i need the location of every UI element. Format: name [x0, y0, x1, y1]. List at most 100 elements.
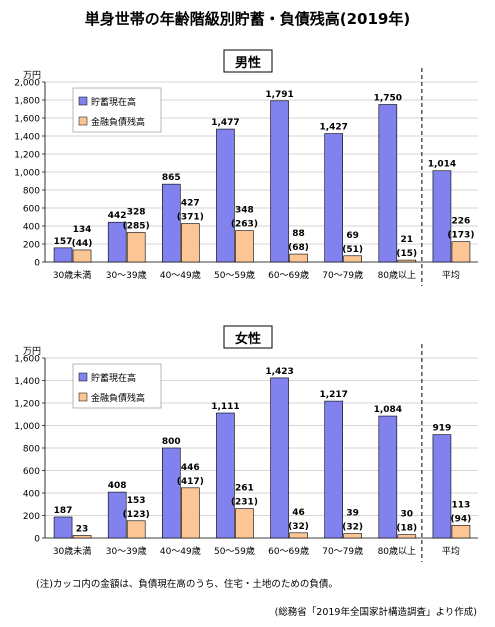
male-label-debt-housing: (68): [288, 243, 309, 253]
female-label-savings: 1,217: [319, 390, 347, 400]
male-label-savings: 1,427: [319, 123, 347, 133]
male-chart: 男性 万円 0 200 400 600 800 1,000 1,200 1,400 1,600 1,8…: [0, 44, 495, 288]
female-label-debt: 30: [401, 510, 414, 520]
female-label-debt-housing: (94): [451, 514, 472, 524]
female-label-debt: 39: [346, 509, 359, 519]
female-y-tick-label: 800: [23, 445, 40, 455]
female-bar-savings: [324, 400, 343, 539]
male-bar-debt: [235, 230, 254, 263]
female-label-savings: 408: [108, 481, 127, 491]
male-y-tick-label: 1,200: [14, 151, 40, 161]
female-label-debt-housing: (231): [231, 498, 258, 508]
female-label-savings: 1,423: [265, 367, 293, 377]
male-y-tick-label: 600: [23, 205, 40, 215]
male-legend-swatch: [78, 96, 88, 106]
male-label-debt-housing: (263): [231, 220, 258, 230]
male-label-debt-housing: (44): [72, 239, 93, 249]
male-legend-swatch: [78, 116, 88, 126]
male-x-tick-label: 平均: [442, 269, 460, 281]
female-x-tick-label: 30～39歳: [106, 545, 147, 557]
male-x-tick-label: 80歳以上: [378, 269, 416, 281]
male-label-debt: 348: [235, 206, 254, 216]
female-bar-savings: [162, 447, 181, 539]
female-label-savings: 1,084: [374, 405, 402, 415]
male-bar-savings: [107, 221, 127, 263]
female-label-debt-housing: (18): [396, 524, 417, 534]
male-x-tick-label: 50～59歳: [214, 269, 255, 281]
male-label-debt: 226: [452, 217, 471, 227]
female-bar-debt: [451, 524, 471, 539]
female-x-tick-label: 60～69歳: [268, 545, 309, 557]
female-chart: 女性 万円 0 200 400 600 800 1,000 1,200 1,400 1,600 30歳…: [0, 320, 495, 564]
female-x-tick-label: 70～79歳: [322, 545, 363, 557]
male-bar-savings: [53, 247, 73, 263]
female-y-tick-label: 0: [34, 535, 40, 545]
male-label-savings: 442: [108, 211, 127, 221]
female-y-tick-label: 600: [23, 467, 40, 477]
male-y-tick-label: 0: [34, 259, 40, 269]
female-label-debt: 261: [235, 484, 254, 494]
male-bar-debt: [451, 241, 471, 263]
main-title: 単身世帯の年齢階級別貯蓄・負債残高(2019年): [84, 10, 411, 28]
female-label-debt: 446: [181, 463, 200, 473]
female-title: 女性: [235, 331, 261, 347]
male-label-debt: 328: [127, 207, 146, 217]
female-label-debt-housing: (32): [342, 523, 363, 533]
female-y-tick-label: 400: [23, 490, 40, 500]
female-bar-savings: [432, 434, 452, 539]
female-bar-savings: [270, 377, 289, 539]
male-y-tick-label: 1,000: [14, 169, 40, 179]
female-unit-label: 万円: [23, 346, 41, 357]
male-label-debt-housing: (15): [396, 249, 417, 259]
male-x-tick-label: 70～79歳: [322, 269, 363, 281]
male-bar-savings: [432, 170, 452, 263]
female-bar-debt: [126, 520, 146, 539]
female-x-tick-label: 平均: [442, 545, 460, 557]
female-legend-swatch: [78, 372, 88, 382]
male-label-debt: 21: [401, 235, 414, 245]
female-y-tick-label: 200: [23, 512, 40, 522]
male-label-debt-housing: (285): [123, 221, 150, 231]
male-legend-label: 金融負債残高: [91, 116, 145, 128]
female-bar-debt: [397, 534, 417, 539]
female-bar-debt: [235, 508, 254, 539]
male-x-tick-label: 30～39歳: [106, 269, 147, 281]
female-legend-swatch: [78, 392, 88, 402]
female-label-debt: 23: [76, 524, 89, 534]
female-label-debt-housing: (32): [288, 522, 309, 532]
female-bar-debt: [72, 535, 92, 539]
male-unit-label: 万円: [23, 70, 41, 81]
male-y-tick-label: 1,400: [14, 133, 40, 143]
male-bar-savings: [162, 183, 181, 263]
female-x-tick-label: 30歳未満: [53, 545, 91, 557]
male-bar-savings: [324, 133, 343, 263]
female-label-savings: 919: [433, 424, 452, 434]
female-bar-savings: [107, 491, 127, 539]
male-title: 男性: [235, 55, 261, 71]
male-y-tick-label: 2,000: [14, 79, 40, 89]
female-label-debt-housing: (417): [177, 477, 204, 487]
male-title-box: [223, 49, 273, 73]
female-label-debt: 153: [127, 496, 146, 506]
female-bar-debt: [343, 533, 362, 539]
female-legend-label: 貯蓄現在高: [91, 372, 136, 384]
female-bar-debt: [181, 487, 200, 539]
male-y-tick-label: 200: [23, 241, 40, 251]
male-label-savings: 1,477: [211, 118, 239, 128]
male-legend-label: 貯蓄現在高: [91, 96, 136, 108]
male-bar-debt: [289, 253, 308, 263]
male-y-tick-label: 1,800: [14, 97, 40, 107]
source-note: (総務省「2019年全国家計構造調査」より作成): [274, 607, 477, 618]
female-label-debt: 46: [292, 508, 305, 518]
male-x-tick-label: 30歳未満: [53, 269, 91, 281]
female-y-tick-label: 1,400: [14, 377, 40, 387]
male-x-tick-label: 40～49歳: [160, 269, 201, 281]
female-bar-savings: [216, 412, 235, 539]
female-y-tick-label: 1,200: [14, 400, 40, 410]
female-y-tick-label: 1,600: [14, 355, 40, 365]
female-label-debt: 113: [452, 500, 471, 510]
footnote: (注)カッコ内の金額は、負債現在高のうち、住宅・土地のための負債。: [36, 579, 338, 590]
male-label-debt-housing: (51): [342, 245, 363, 255]
